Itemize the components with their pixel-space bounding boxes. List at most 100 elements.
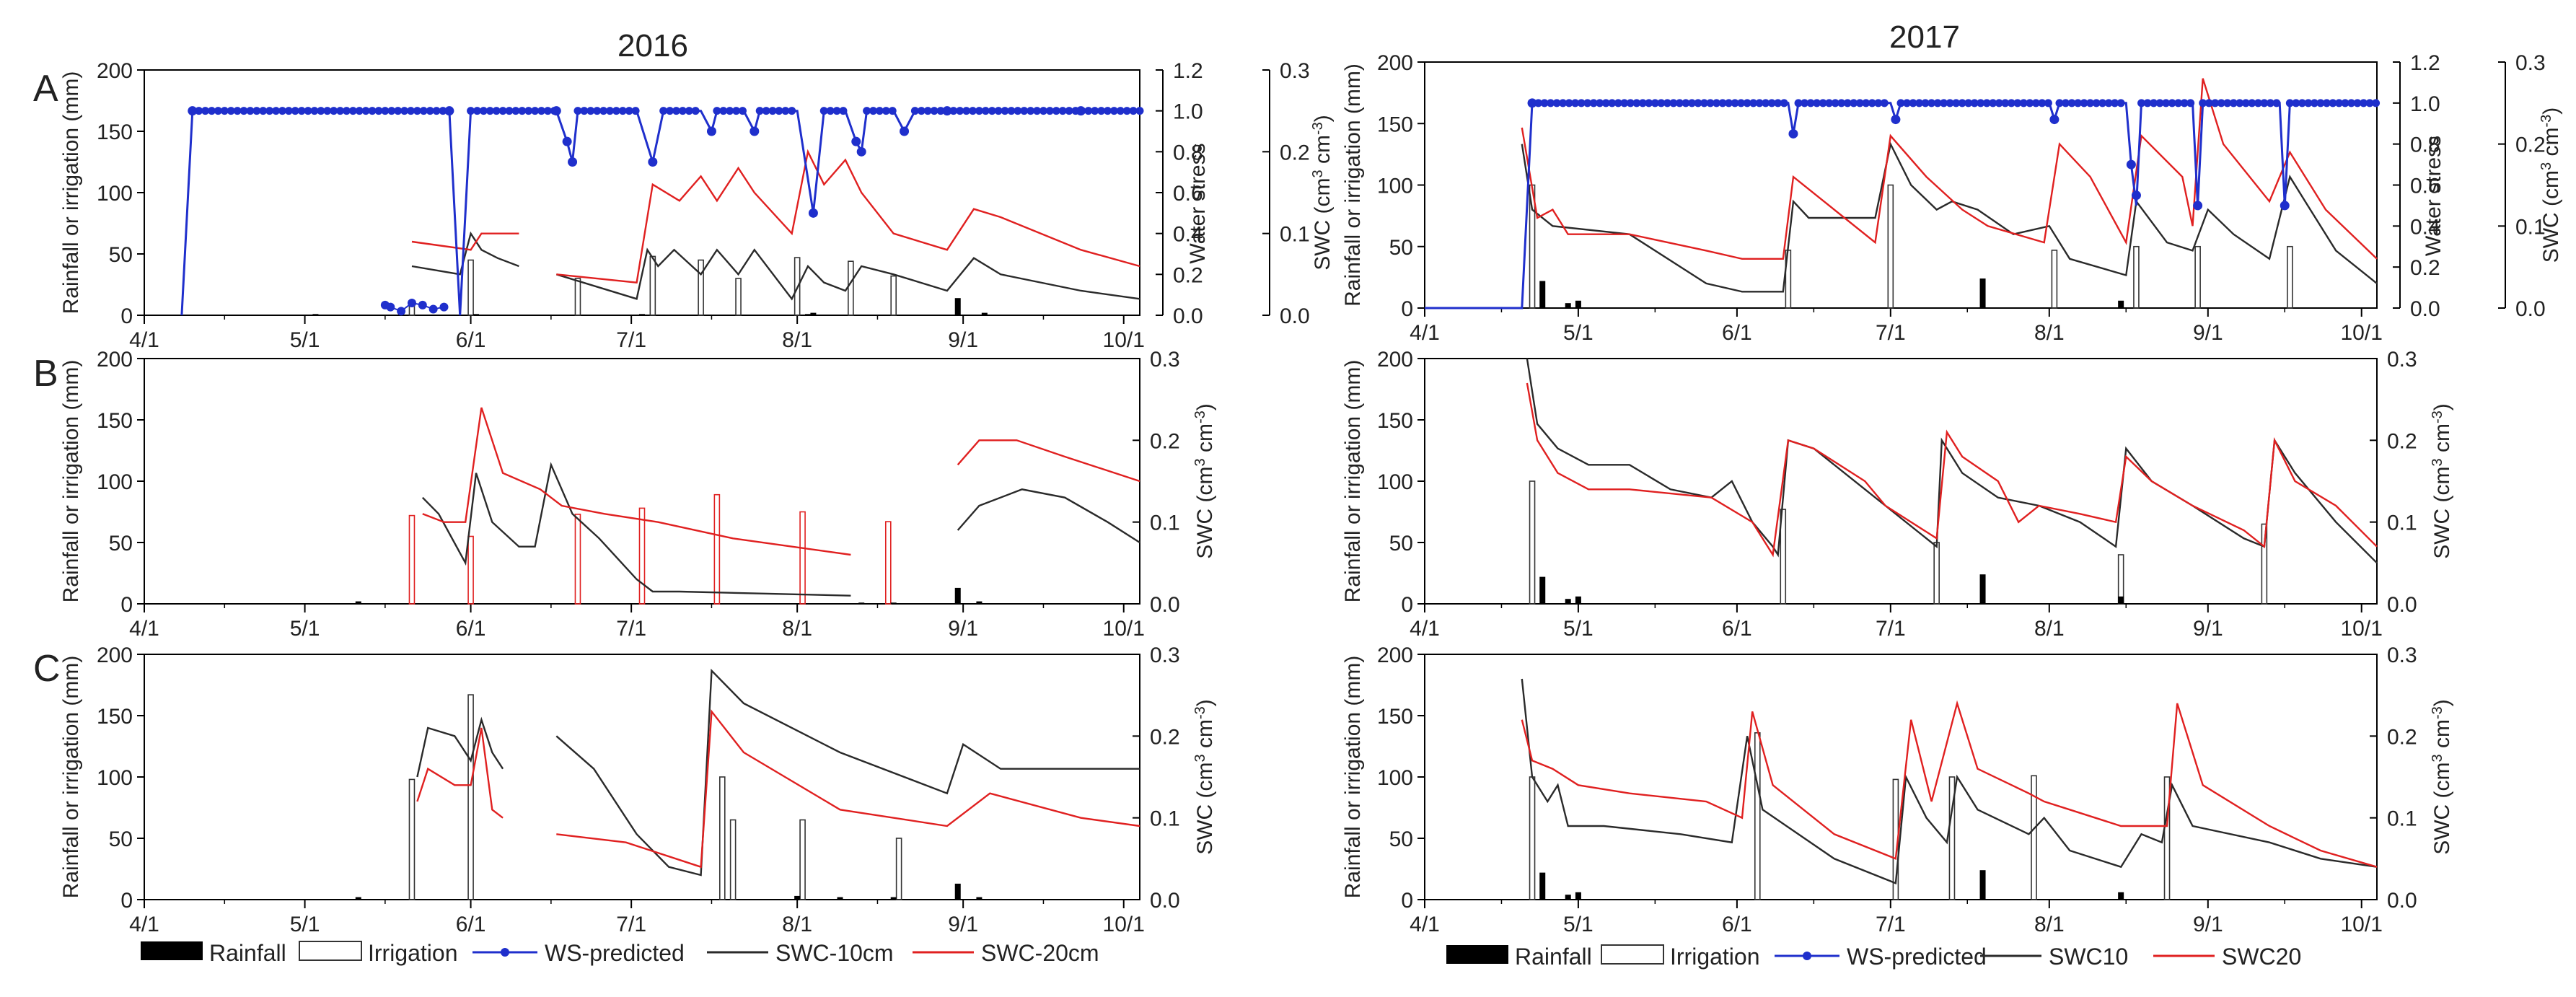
ws-marker [1657,99,1666,107]
rain-bar [981,312,988,315]
ws-marker [1076,106,1086,116]
ws-marker [910,107,919,115]
ws-marker [2104,99,2113,107]
swc-tick-label: 0.3 [1150,348,1180,372]
legend-ws-marker [501,948,509,957]
ws-marker [586,107,595,115]
swc-tick-label: 0.2 [2515,133,2546,157]
ws-marker [2229,99,2238,107]
ws-marker [2150,99,2158,107]
left-tick-label: 100 [97,470,133,494]
irrigation-bar [895,838,902,900]
ws-marker [2193,201,2203,211]
swc-tick-label: 0.0 [1280,304,1310,328]
swc10-line [421,462,851,597]
ws-marker [472,107,481,115]
ws-marker [1103,107,1112,115]
left-axis-label: Rainfall or irrigation (mm) [1341,656,1365,899]
ws-marker [1896,99,1905,107]
ws-marker [1547,99,1555,107]
ws-marker [618,107,627,115]
swc20-line [556,149,1140,284]
ws-marker [1589,99,1598,107]
ws-marker [691,107,700,115]
ws-tick-label: 0.0 [2410,297,2440,321]
swc10-line [555,668,1140,877]
rain-bar [473,314,479,315]
swc-tick-label: 0.0 [1150,889,1180,913]
ws-marker [1700,99,1708,107]
swc10-line [1521,678,2378,885]
ws-marker [1903,99,1912,107]
swc-axis-label: SWC (cm3 cm-3) [2538,107,2563,263]
left-tick-label: 0 [1401,889,1413,913]
x-tick-label: 10/1 [2341,321,2383,345]
left-tick-label: 100 [1377,470,1413,494]
ws-marker [498,107,507,115]
swc20-line [422,407,851,556]
swc10-line [1521,141,2378,293]
ws-marker [1669,99,1678,107]
ws-marker [1033,107,1042,115]
ws-marker [1614,99,1622,107]
ws-marker [1749,99,1758,107]
irrigation-bar [649,255,656,316]
swc-tick-label: 0.1 [2387,807,2417,831]
plot-frame [1424,358,2378,605]
x-tick-label: 10/1 [1103,328,1145,352]
ws-marker [2285,99,2294,107]
ws-marker [368,107,377,115]
irrigation-bar [848,260,854,316]
x-tick-label: 6/1 [1722,617,1752,641]
ws-marker [706,126,716,136]
ws-marker [994,107,1003,115]
ws-marker [2260,99,2269,107]
rain-bar [890,897,897,900]
swc-tick-label: 0.1 [1150,807,1180,831]
x-tick-label: 10/1 [2341,913,2383,936]
swc10-line [1526,358,2378,564]
x-tick-label: 7/1 [1876,913,1906,936]
irrigation-bar [574,514,581,605]
irrigation-bar [713,493,721,605]
x-tick-label: 5/1 [1563,321,1593,345]
rain-bar [837,897,843,900]
ws-marker [2254,99,2262,107]
irrigation-bar [1887,184,1894,309]
rain-bar [858,602,865,604]
x-tick-label: 7/1 [616,617,646,641]
panel-2016-A: 0 50 100 150 200 Rainfall or irrigation (mm) 4… [59,59,1335,352]
left-tick-label: 200 [97,59,133,83]
x-tick-label: 6/1 [456,328,486,352]
x-tick-label: 4/1 [1410,321,1440,345]
ws-marker [1027,107,1035,115]
rain-bar [1575,892,1581,900]
irrigation-bar [1529,776,1536,900]
ws-marker [1958,99,1966,107]
ws-marker [2067,99,2076,107]
ws-marker [1626,99,1635,107]
panel-2017-A: 0 50 100 150 200 Rainfall or irrigation (mm) 4… [1341,51,2563,345]
rain-bar [810,312,817,315]
rain-bar [1575,596,1581,604]
left-tick-label: 50 [1389,827,1413,851]
swc-axis-label: SWC (cm3 cm-3) [1192,403,1217,559]
ws-marker [479,107,488,115]
rain-bar [312,314,319,315]
rain-bar [1979,278,1986,308]
ws-marker [336,107,345,115]
ws-marker [659,107,668,115]
ws-marker [1065,107,1073,115]
left-tick-label: 200 [97,348,133,372]
rain-bar [976,601,983,604]
ws-marker [1837,99,1846,107]
x-tick-label: 7/1 [1876,617,1906,641]
ws-marker [1952,99,1961,107]
ws-marker [2266,99,2274,107]
ws-marker [2092,99,2101,107]
rain-bar [2118,596,2124,604]
ws-marker [2292,99,2300,107]
ws-marker [2137,99,2146,107]
ws-marker [201,107,210,115]
ws-marker [1706,99,1715,107]
